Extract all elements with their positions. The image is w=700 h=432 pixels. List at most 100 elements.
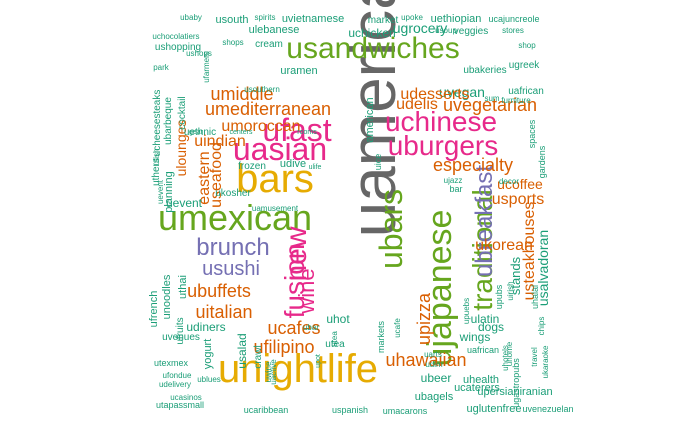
word-uevent: uevent: [156, 179, 165, 204]
word-ulounges: ulounges: [173, 120, 189, 177]
word-utapassmall: utapassmall: [156, 400, 204, 410]
word-uhome: uhome: [505, 341, 514, 366]
word-ushops: ushops: [186, 49, 212, 58]
word-unoodles: unoodles: [161, 274, 173, 319]
word-usalad: usalad: [235, 333, 249, 368]
word-uthai: uthai: [177, 275, 189, 299]
word-spaces: spaces: [527, 119, 537, 148]
word-uglutenfree: uglutenfree: [466, 403, 521, 415]
word-planning: planning: [163, 171, 175, 213]
word-market: market: [368, 15, 399, 26]
word-ufruits: ufruits: [175, 317, 186, 344]
word-ufish: ufish: [152, 149, 161, 166]
word-ufarmers: ufarmers: [202, 51, 211, 83]
word-useafood: useafood: [208, 142, 225, 208]
word-uamusement: uamusement: [252, 204, 299, 213]
word-crawl: crawl: [253, 345, 264, 368]
word-wine: wine: [294, 268, 319, 314]
word-sum: sum: [484, 94, 499, 103]
word-markets: markets: [376, 321, 386, 354]
word-uevent: uevent: [166, 196, 203, 210]
word-ugreek: ugreek: [509, 60, 541, 71]
word-usoup: usoup: [435, 26, 457, 35]
word-stores: stores: [502, 26, 524, 35]
word-uthers: uthers: [151, 158, 162, 186]
word-decor: decor: [499, 177, 519, 186]
word-umacarons: umacarons: [383, 406, 428, 416]
word-udive: udive: [280, 158, 306, 170]
word-ubuffets: ubuffets: [187, 281, 251, 301]
word-ucafe: ucafe: [393, 318, 402, 338]
word-shops: shops: [222, 38, 243, 47]
word-ukorean: ukorean: [475, 237, 533, 254]
word-uspanish: uspanish: [332, 405, 368, 415]
word-uindian: uindian: [194, 133, 246, 150]
word-uirish: uirish: [506, 281, 515, 300]
word-usouthern: usouthern: [244, 85, 280, 94]
word-gardens: gardens: [537, 145, 547, 178]
word-eastern: eastern: [196, 151, 213, 204]
word-utea: utea: [325, 339, 345, 350]
word-ugastropubs: ugastropubs: [511, 358, 521, 408]
word-uramen: uramen: [280, 65, 317, 77]
word-cocktail: cocktail: [177, 96, 188, 129]
word-uhealth: uhealth: [463, 374, 499, 386]
word-ucaterers: ucaterers: [454, 382, 500, 394]
word-udesserts: udesserts: [400, 86, 469, 103]
word-ucajuncreole: ucajuncreole: [488, 14, 539, 24]
word-uasian: uasian: [233, 131, 327, 167]
word-ugrocery: ugrocery: [393, 20, 447, 36]
word-uafrican: uafrican: [467, 345, 499, 355]
word-rooms: rooms: [297, 129, 317, 136]
word-uhalal: uhalal: [530, 285, 540, 309]
word-ubarbeque: ubarbeque: [163, 97, 174, 145]
word-ucafes: ucafes: [267, 318, 320, 338]
word-uafrican: uafrican: [508, 86, 544, 97]
word-ufondue: ufondue: [163, 371, 192, 380]
word-american: american: [364, 97, 376, 142]
word-usushi: usushi: [202, 258, 260, 280]
word-uhot: uhot: [326, 312, 350, 326]
word-uhotels: uhotels: [501, 345, 510, 371]
word-park: park: [153, 63, 170, 72]
word-frozen: frozen: [238, 161, 266, 172]
word-uice: uice: [373, 154, 383, 171]
word-uvegetarian: uvegetarian: [443, 95, 537, 115]
word-ushopping: ushopping: [155, 42, 201, 53]
word-yogurt: yogurt: [202, 339, 214, 370]
word-umiddle: umiddle: [210, 84, 273, 104]
word-ubagels: ubagels: [415, 391, 454, 403]
word-upot: upot: [315, 354, 322, 368]
word-spirits: spirits: [255, 13, 276, 22]
word-ubar: ubar: [303, 323, 319, 332]
word-brunch: brunch: [196, 234, 269, 261]
word-utexmex: utexmex: [154, 358, 189, 368]
word-upersianiranian: upersianiranian: [477, 386, 552, 398]
word-ujazz: ujazz: [444, 176, 463, 185]
word-ubakeries: ubakeries: [463, 65, 506, 76]
word-wings: wings: [459, 330, 491, 344]
word-ubars: ubars: [373, 189, 409, 269]
word-udim: udim: [425, 360, 443, 369]
word-upuebs: upuebs: [462, 298, 471, 324]
word-fusion: fusion: [279, 244, 310, 319]
word-upizza: upizza: [414, 292, 434, 345]
word-ulife: ulife: [309, 164, 322, 171]
word-cream: cream: [255, 39, 283, 50]
word-uburgers: uburgers: [388, 130, 499, 161]
word-uwine: uwine: [264, 361, 273, 382]
word-upoke: upoke: [401, 13, 423, 22]
word-centers: centers: [230, 129, 253, 136]
word-ubeer: ubeer: [421, 371, 452, 385]
word-udiners: udiners: [186, 320, 225, 334]
word-veggies: veggies: [454, 26, 488, 37]
word-uactive: uactive: [269, 359, 278, 385]
word-uchocolatiers: uchocolatiers: [152, 32, 199, 41]
word-ulatin: ulatin: [471, 312, 500, 326]
word-utea: utea: [330, 331, 339, 347]
word-shop: shop: [518, 41, 536, 50]
word-chips: chips: [537, 317, 546, 336]
word-uitalian: uitalian: [195, 302, 252, 322]
word-usouth: usouth: [215, 14, 248, 26]
